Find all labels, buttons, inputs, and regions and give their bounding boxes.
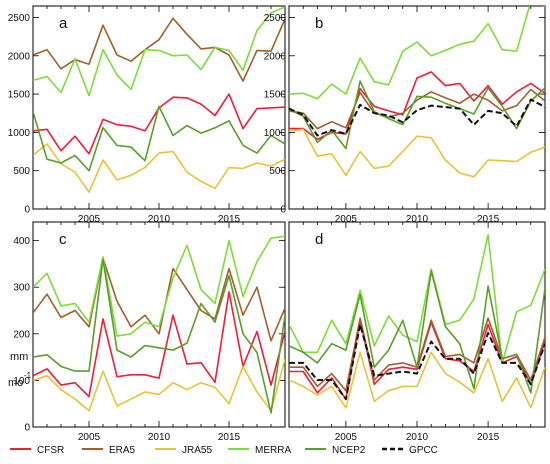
y-tick-label: 1000	[264, 128, 287, 139]
y-unit-mo: mo	[8, 377, 23, 389]
y-tick-label: 0	[280, 205, 286, 216]
legend-label: GPCC	[409, 445, 438, 456]
panel-label: c	[59, 231, 67, 248]
series-line-jra55	[33, 143, 285, 193]
series-line-jra55	[289, 351, 545, 409]
y-tick-label: 1500	[8, 90, 31, 101]
panel-label: b	[315, 15, 323, 32]
y-tick-label: 2500	[264, 13, 287, 24]
y-tick-label: 300	[13, 283, 30, 294]
series-line-ncep2	[289, 270, 545, 394]
y-tick-label: 200	[13, 329, 30, 340]
y-tick-label: 500	[13, 166, 30, 177]
y-unit-mm: mm	[10, 351, 28, 363]
plot-frame	[288, 221, 546, 428]
x-tick-label: 2010	[148, 214, 171, 225]
y-tick-label: 0	[24, 205, 30, 216]
legend-label: JRA55	[182, 445, 212, 456]
panel-c: 2005 2010 2015 0 100 200 300 400 c	[13, 221, 286, 443]
x-tick-label: 2015	[477, 432, 500, 443]
panel-label: a	[59, 15, 68, 32]
legend-label: ERA5	[109, 445, 136, 456]
x-tick-label: 2005	[335, 432, 358, 443]
series-line-cfsr	[33, 93, 285, 155]
legend-item-ncep2: NCEP2	[305, 445, 366, 456]
x-tick-label: 2005	[78, 432, 101, 443]
y-tick-label: 2000	[8, 51, 31, 62]
x-tick-label: 2010	[406, 214, 429, 225]
y-tick-label: 1000	[8, 128, 31, 139]
x-tick-label: 2005	[78, 214, 101, 225]
series-line-ncep2	[33, 258, 285, 414]
x-tick-label: 2005	[335, 214, 358, 225]
plot-frame	[288, 5, 546, 210]
legend-item-era5: ERA5	[82, 445, 136, 456]
legend-item-jra55: JRA55	[155, 445, 212, 456]
panel-label: d	[315, 231, 323, 248]
series-line-cfsr	[289, 319, 545, 401]
y-tick-label: 1500	[264, 90, 287, 101]
x-tick-label: 2015	[218, 214, 241, 225]
series-line-ncep2	[33, 105, 285, 172]
series-line-era5	[289, 88, 545, 130]
legend-item-cfsr: CFSR	[10, 445, 64, 456]
legend-label: MERRA	[255, 445, 291, 456]
legend-item-merra: MERRA	[228, 445, 291, 456]
y-tick-label: 100	[13, 376, 30, 387]
legend: CFSR ERA5 JRA55 MERRA NCEP2 GPCC	[10, 445, 438, 456]
y-tick-label: 400	[13, 236, 30, 247]
legend-item-gpcc: GPCC	[382, 445, 438, 456]
series-line-era5	[33, 257, 285, 342]
y-tick-label: 0	[24, 423, 30, 434]
y-tick-label: 2500	[8, 13, 31, 24]
panel-a: 2005 2010 2015 0 500 1000 1500 2000 2500 a	[8, 5, 286, 225]
panel-b: 2005 2010 2015 0 500 1000 1500 2000 2500 b	[264, 5, 546, 225]
y-axis-unit-label: mm mo -1	[8, 351, 32, 389]
panel-d: 2005 2010 2015 d	[288, 221, 546, 443]
series-line-merra	[33, 6, 285, 97]
series-line-cfsr	[289, 71, 545, 141]
legend-label: CFSR	[37, 445, 64, 456]
y-unit-exp: -1	[24, 371, 32, 380]
series-line-jra55	[33, 359, 285, 412]
y-tick-label: 500	[269, 166, 286, 177]
series-line-ncep2	[289, 80, 545, 150]
series-line-jra55	[289, 128, 545, 178]
series-line-merra	[289, 6, 545, 100]
series-line-gpcc	[289, 98, 545, 137]
x-tick-label: 2015	[477, 214, 500, 225]
series-line-merra	[289, 234, 545, 364]
y-tick-label: 2000	[264, 51, 287, 62]
x-tick-label: 2010	[406, 432, 429, 443]
series-line-gpcc	[289, 323, 545, 401]
series-line-merra	[33, 235, 285, 337]
x-tick-label: 2010	[148, 432, 171, 443]
x-tick-label: 2015	[218, 432, 241, 443]
legend-label: NCEP2	[332, 445, 366, 456]
